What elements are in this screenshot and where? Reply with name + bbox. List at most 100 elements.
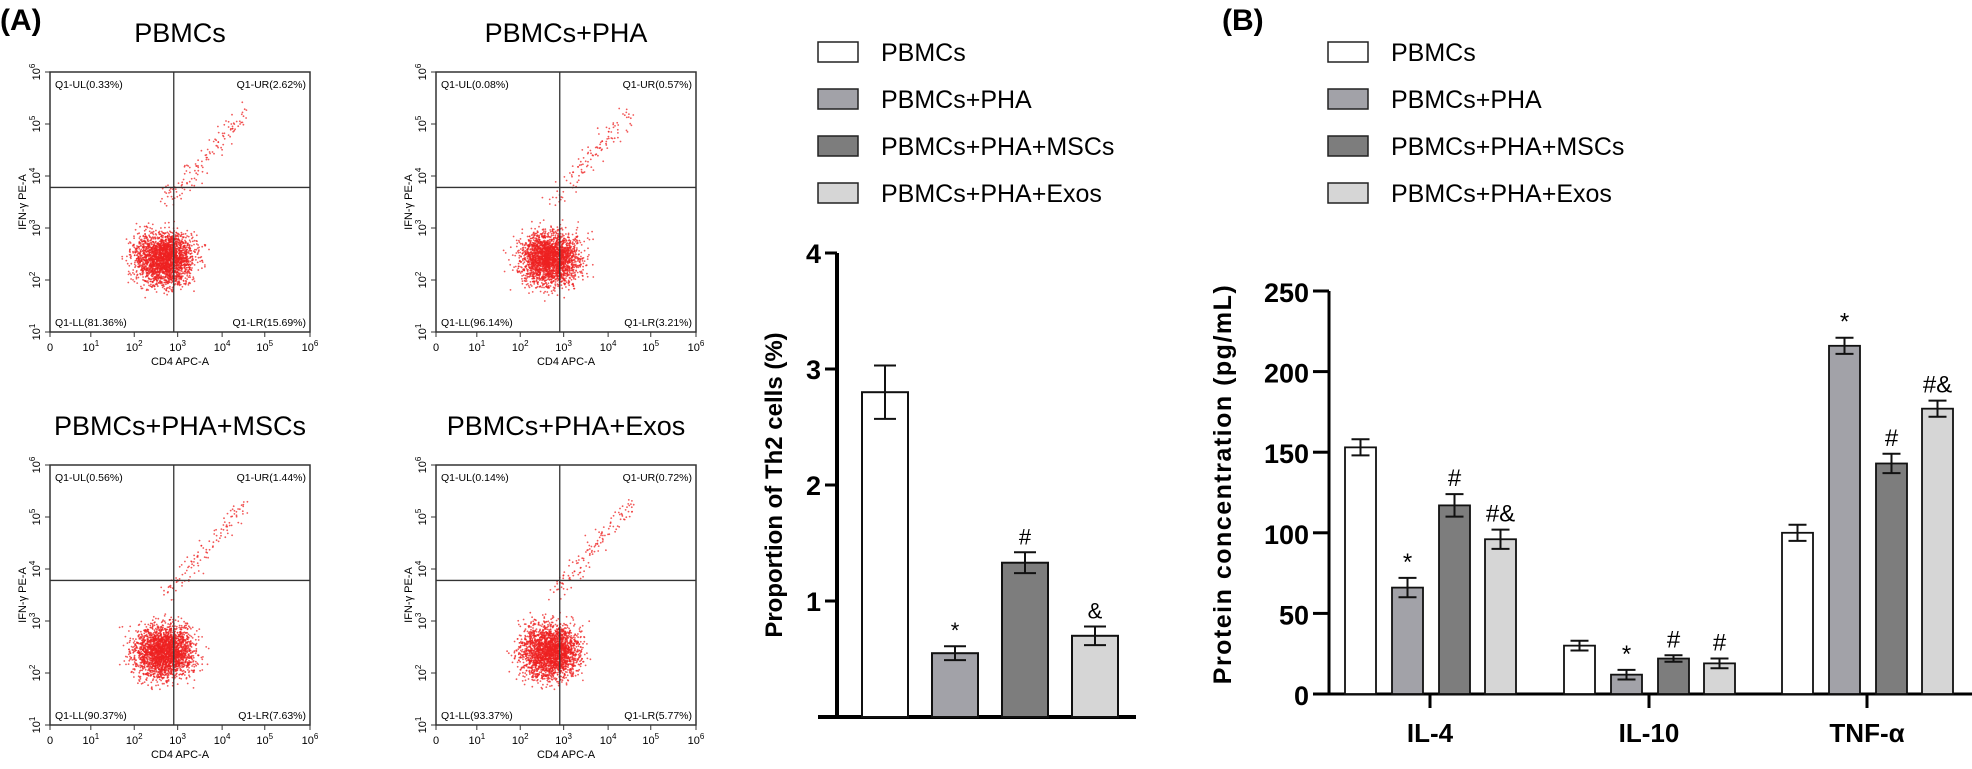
- scatter-point: [183, 172, 186, 175]
- scatter-point: [580, 244, 583, 246]
- scatter-point: [149, 256, 152, 259]
- scatter-point: [174, 255, 177, 257]
- scatter-point: [167, 261, 170, 264]
- scatter-point: [215, 139, 218, 142]
- scatter-point: [143, 284, 145, 286]
- scatter-point: [164, 222, 167, 224]
- scatter-point: [622, 113, 624, 115]
- scatter-point: [139, 225, 141, 228]
- scatter-point: [190, 177, 193, 180]
- scatter-point: [191, 237, 193, 240]
- scatter-point: [153, 259, 155, 262]
- scatter-point: [540, 233, 543, 235]
- scatter-point: [596, 127, 599, 130]
- scatter-point: [162, 247, 165, 249]
- scatter-point: [160, 227, 162, 229]
- scatter-point: [121, 255, 124, 258]
- scatter-point: [159, 271, 162, 274]
- scatter-point: [521, 270, 524, 273]
- scatter-point: [127, 273, 130, 276]
- scatter-point: [152, 284, 155, 286]
- scatter-point: [178, 259, 180, 262]
- scatter-point: [134, 259, 137, 262]
- scatter-point: [588, 254, 590, 256]
- scatter-point: [181, 238, 184, 241]
- scatter-point: [181, 241, 183, 243]
- scatter-point: [617, 124, 620, 126]
- scatter-point: [569, 182, 572, 185]
- scatter-point: [201, 245, 204, 248]
- scatter-point: [171, 286, 174, 289]
- scatter-point: [189, 263, 191, 266]
- scatter-point: [177, 237, 180, 240]
- scatter-point: [586, 258, 589, 260]
- scatter-point: [167, 286, 170, 289]
- scatter-point: [159, 200, 162, 203]
- scatter-point: [579, 160, 582, 163]
- scatter-point: [556, 230, 559, 232]
- scatter-point: [205, 158, 208, 161]
- scatter-point: [565, 281, 568, 284]
- scatter-point: [570, 259, 572, 262]
- scatter-point: [145, 228, 147, 231]
- scatter-point: [179, 235, 182, 237]
- scatter-point: [542, 219, 545, 222]
- scatter-point: [536, 231, 539, 234]
- scatter-point: [552, 234, 555, 237]
- scatter-point: [133, 280, 136, 283]
- scatter-point: [591, 263, 594, 266]
- scatter-point: [205, 154, 208, 156]
- scatter-point: [171, 275, 174, 278]
- scatter-point: [148, 251, 151, 254]
- scatter-point: [520, 266, 522, 268]
- scatter-point: [157, 251, 159, 254]
- scatter-point: [170, 195, 173, 198]
- scatter-point: [178, 239, 181, 242]
- scatter-point: [548, 238, 551, 241]
- scatter-point: [513, 266, 515, 268]
- scatter-point: [201, 182, 204, 185]
- scatter-point: [543, 292, 545, 294]
- scatter-point: [551, 230, 554, 233]
- scatter-point: [155, 259, 158, 262]
- scatter-point: [134, 261, 136, 264]
- tick-base: 10: [169, 342, 181, 354]
- scatter-point: [136, 232, 139, 235]
- scatter-point: [168, 235, 171, 238]
- scatter-point: [517, 251, 520, 254]
- scatter-point: [544, 269, 546, 272]
- scatter-point: [531, 291, 534, 293]
- scatter-point: [169, 267, 172, 269]
- scatter-point: [576, 247, 578, 249]
- scatter-point: [577, 166, 580, 168]
- scatter-point: [169, 278, 172, 280]
- scatter-point: [564, 274, 566, 277]
- scatter-point: [546, 232, 549, 235]
- scatter-point: [147, 222, 150, 225]
- scatter-point: [176, 258, 178, 261]
- scatter-point: [241, 101, 244, 104]
- scatter-point: [143, 229, 146, 232]
- scatter-point: [223, 132, 226, 135]
- scatter-point: [193, 239, 196, 242]
- quadrant-ur-label: Q1-UR(2.62%): [237, 79, 306, 91]
- scatter-point: [157, 264, 160, 267]
- scatter-point: [546, 239, 549, 242]
- scatter-point: [147, 272, 149, 274]
- scatter-point: [221, 154, 224, 157]
- scatter-point: [516, 269, 519, 272]
- scatter-point: [191, 255, 194, 258]
- scatter-point: [154, 288, 156, 290]
- scatter-point: [170, 246, 173, 249]
- scatter-point: [161, 263, 163, 266]
- scatter-point: [543, 282, 546, 285]
- scatter-point: [222, 135, 225, 138]
- scatter-point: [555, 269, 557, 271]
- scatter-point: [598, 147, 601, 150]
- scatter-point: [166, 247, 168, 250]
- scatter-point: [204, 244, 207, 247]
- scatter-point: [179, 269, 182, 272]
- scatter-point: [163, 292, 166, 295]
- scatter-point: [582, 265, 584, 268]
- scatter-point: [189, 256, 192, 259]
